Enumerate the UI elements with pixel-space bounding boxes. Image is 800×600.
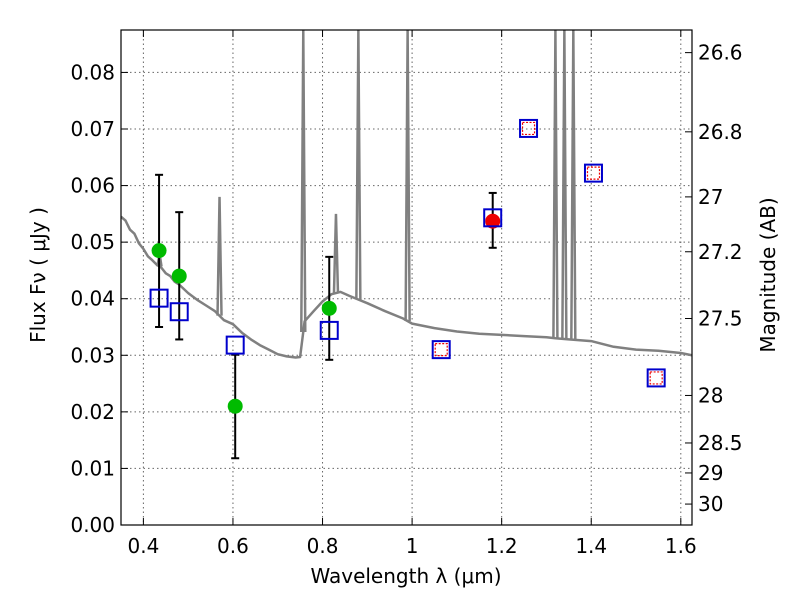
plot-frame	[120, 29, 693, 526]
y-axis-label-left: Flux Fν ( μJy )	[26, 207, 50, 343]
right-tick-label: 30	[698, 492, 723, 516]
upper-limit-square	[434, 343, 448, 357]
grid	[121, 30, 692, 526]
y-axis-label-right: Magnitude (AB)	[756, 197, 780, 352]
x-tick-label: 1.4	[575, 534, 607, 558]
emission-line-spike	[552, 30, 559, 339]
model-flux-square	[483, 208, 503, 228]
emission-line-spike	[404, 30, 411, 322]
model-flux-square	[519, 118, 539, 138]
x-axis-label: Wavelength λ (μm)	[310, 564, 501, 588]
right-tick-label: 26.8	[698, 120, 743, 144]
x-tick-label: 1	[406, 534, 419, 558]
model-flux-square	[169, 302, 189, 322]
emission-line-spike	[355, 30, 362, 300]
upper-limit-square	[521, 121, 536, 136]
x-tick-label: 0.4	[127, 534, 159, 558]
plot-area	[121, 30, 692, 460]
x-tick-label: 0.8	[307, 534, 339, 558]
right-tick-label: 28	[698, 383, 723, 407]
model-flux-square	[431, 340, 451, 360]
right-tick-label: 27.5	[698, 307, 743, 331]
x-tick-label: 0.6	[217, 534, 249, 558]
model-flux-square	[319, 320, 339, 340]
observed-flux-point	[171, 268, 187, 284]
y-tick-label: 0.02	[70, 400, 115, 424]
y-tick-label: 0.04	[70, 287, 115, 311]
right-tick-label: 28.5	[698, 431, 743, 455]
observed-flux-point	[321, 300, 337, 316]
y-tick-label: 0.06	[70, 174, 115, 198]
y-tick-label: 0.05	[70, 230, 115, 254]
emission-line-spike	[332, 213, 340, 294]
highlight-flux-point	[485, 213, 501, 229]
observed-flux-point	[227, 398, 243, 414]
x-tick-label: 1.6	[665, 534, 697, 558]
emission-line-spike	[561, 30, 568, 340]
emission-line-spike	[570, 30, 577, 340]
right-tick-label: 27.2	[698, 240, 743, 264]
model-flux-square	[225, 335, 245, 355]
right-tick-label: 26.6	[698, 41, 743, 65]
observed-flux-point	[151, 243, 167, 259]
y-tick-label: 0.07	[70, 117, 115, 141]
x-tick-label: 1.2	[486, 534, 518, 558]
upper-limit-square	[649, 371, 663, 385]
right-tick-label: 29	[698, 461, 723, 485]
y-tick-label: 0.01	[70, 456, 115, 480]
y-tick-label: 0.00	[70, 513, 115, 537]
model-flux-square	[149, 288, 169, 308]
y-tick-label: 0.08	[70, 60, 115, 84]
y-tick-label: 0.03	[70, 343, 115, 367]
emission-line-spike	[300, 30, 307, 333]
axes-ticks: 0.4 0.6 0.8 1 1.2 1.4 1.6 0.00 0.01 0.02 0.03 0.04 0…	[70, 30, 743, 558]
model-flux-square	[583, 163, 603, 183]
model-flux-square	[646, 368, 666, 388]
emission-line-spike	[216, 196, 223, 316]
upper-limit-square	[586, 166, 601, 180]
right-tick-label: 27	[698, 185, 723, 209]
